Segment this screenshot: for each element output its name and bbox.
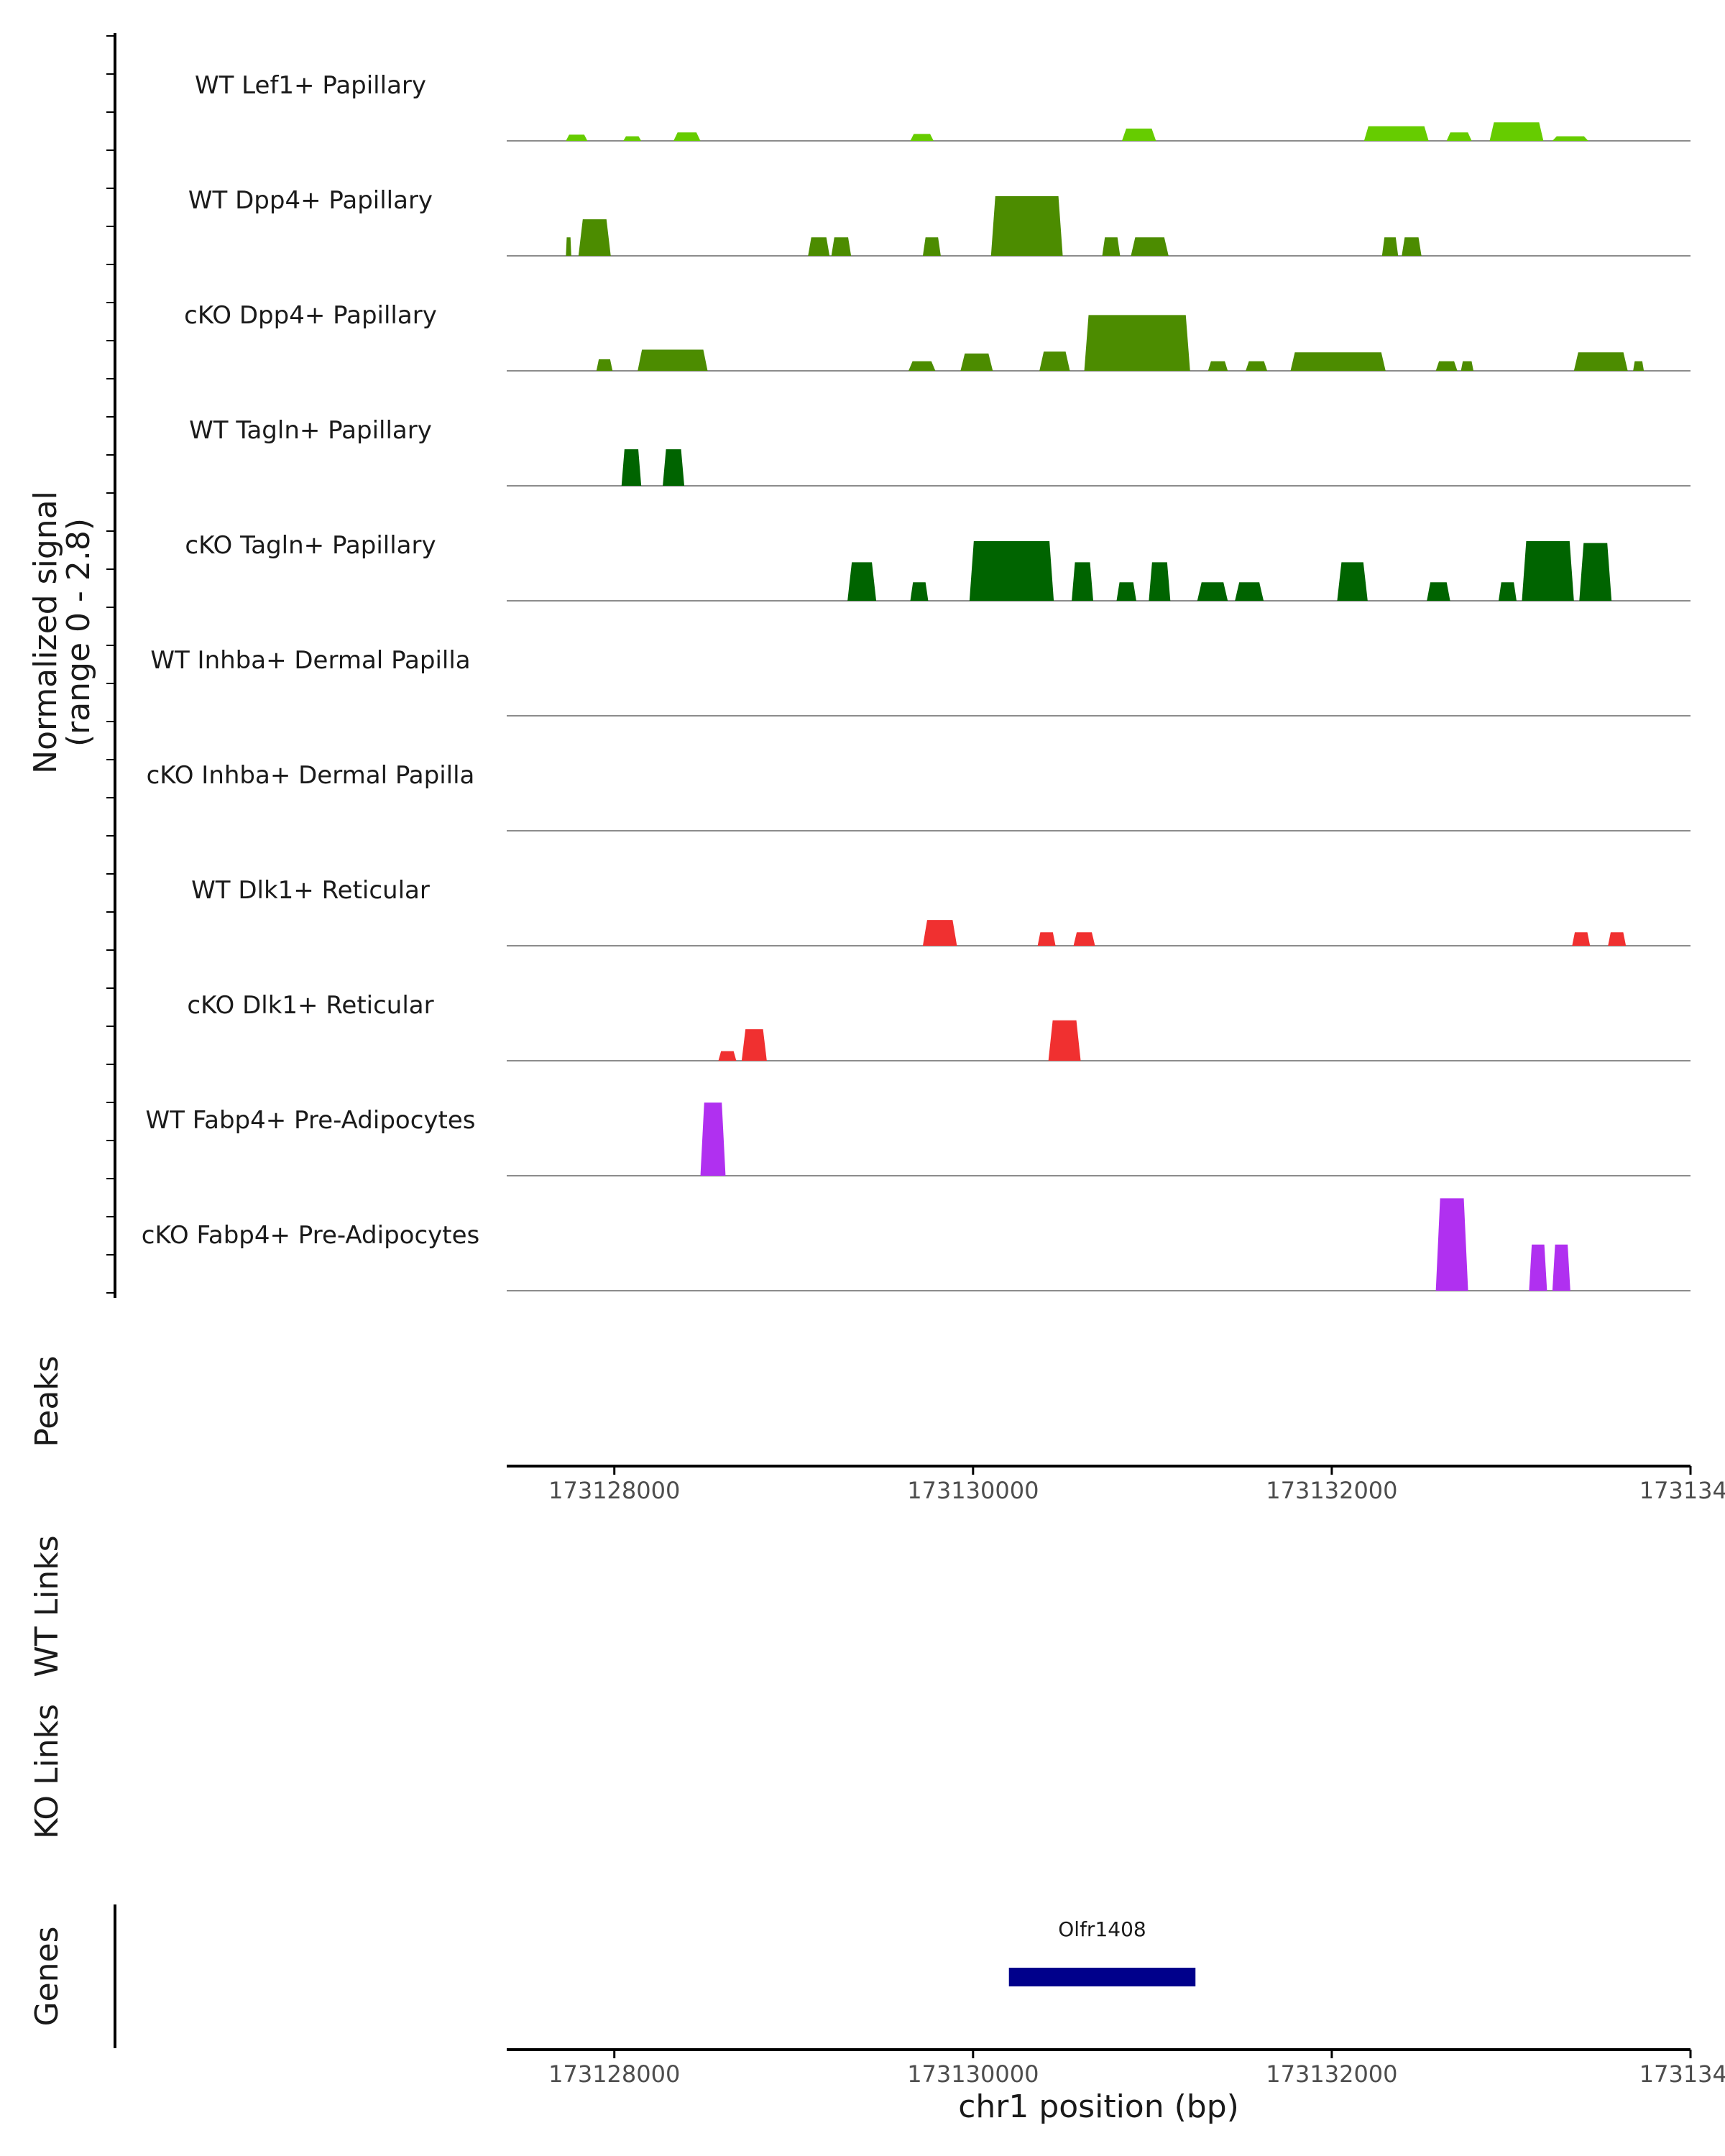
signal-peak	[663, 449, 685, 486]
signal-peak	[1573, 352, 1628, 371]
signal-peak	[1197, 582, 1228, 601]
x-tick-label: 1731340	[1639, 1477, 1725, 1504]
signal-peak	[621, 449, 642, 486]
signal-peak	[1608, 932, 1627, 946]
track-label: cKO Dpp4+ Papillary	[184, 301, 437, 330]
signal-peak	[741, 1029, 767, 1061]
track-label: WT Dpp4+ Papillary	[188, 186, 433, 215]
track-label: cKO Tagln+ Papillary	[185, 531, 436, 560]
signal-peak	[1337, 562, 1368, 601]
signal-peak	[1084, 315, 1190, 371]
panel-label: Peaks	[29, 1355, 65, 1447]
signal-peak	[1579, 543, 1612, 601]
signal-peak	[673, 132, 701, 141]
track-label: WT Dlk1+ Reticular	[191, 876, 430, 905]
signal-peak	[1489, 122, 1544, 141]
signal-peak	[1633, 361, 1644, 371]
signal-peak	[1131, 237, 1169, 256]
signal-peak	[910, 134, 934, 141]
signal-peak	[1116, 582, 1136, 601]
panel-label: WT Links	[29, 1535, 65, 1677]
signal-peak	[969, 540, 1054, 601]
track-label: WT Lef1+ Papillary	[195, 71, 426, 100]
gene-label: Olfr1408	[1058, 1917, 1146, 1941]
signal-peak	[908, 361, 936, 371]
signal-peak	[638, 349, 708, 371]
signal-peak	[1572, 932, 1591, 946]
signal-peak	[1435, 361, 1458, 371]
track-label: WT Tagln+ Papillary	[189, 416, 432, 445]
x-axis-title: chr1 position (bp)	[958, 2088, 1239, 2125]
signal-peak	[566, 237, 571, 256]
signal-peak	[566, 134, 588, 141]
signal-peak	[1460, 361, 1474, 371]
signal-peak	[578, 219, 611, 256]
track-label: cKO Dlk1+ Reticular	[187, 991, 433, 1020]
signal-peak	[700, 1102, 726, 1176]
signal-peak	[623, 136, 642, 141]
signal-peak	[1235, 582, 1264, 601]
signal-peak	[596, 359, 613, 371]
signal-peak	[1522, 540, 1574, 601]
signal-peak	[1529, 1244, 1547, 1291]
signal-peak	[960, 353, 993, 371]
x-tick-label: 1731340	[1639, 2060, 1725, 2088]
signal-peak	[1208, 361, 1228, 371]
signal-peak	[831, 237, 852, 256]
signal-peak	[910, 582, 929, 601]
x-tick-label: 173130000	[907, 2060, 1039, 2088]
signal-peak	[1498, 582, 1517, 601]
signal-peak	[1121, 128, 1156, 141]
track-label: WT Inhba+ Dermal Papilla	[150, 646, 470, 675]
x-tick-label: 173130000	[907, 1477, 1039, 1504]
signal-peak	[1073, 932, 1095, 946]
signal-axis-range: (range 0 - 2.8)	[60, 518, 97, 747]
signal-peak	[1427, 582, 1450, 601]
signal-peak	[922, 920, 957, 946]
signal-peak	[1048, 1020, 1081, 1061]
signal-peak	[718, 1051, 737, 1061]
signal-peak	[922, 237, 941, 256]
track-label: cKO Fabp4+ Pre-Adipocytes	[142, 1221, 480, 1250]
signal-peak	[990, 195, 1063, 256]
track-label: WT Fabp4+ Pre-Adipocytes	[146, 1106, 476, 1135]
signal-peak	[1435, 1198, 1468, 1291]
signal-peak	[1363, 126, 1429, 141]
x-tick-label: 173128000	[548, 1477, 680, 1504]
signal-peak	[1381, 237, 1399, 256]
panel-label: KO Links	[29, 1704, 65, 1839]
signal-peak	[1290, 352, 1386, 371]
gene-body	[1008, 1968, 1196, 1986]
signal-peak	[1552, 136, 1588, 141]
signal-peak	[808, 237, 830, 256]
x-tick-label: 173132000	[1266, 2060, 1397, 2088]
signal-peak	[1149, 562, 1171, 601]
signal-peak	[1246, 361, 1268, 371]
signal-peak	[1446, 132, 1472, 141]
x-tick-label: 173128000	[548, 2060, 680, 2088]
signal-peak	[1552, 1244, 1570, 1291]
signal-peak	[1039, 351, 1070, 371]
track-label: cKO Inhba+ Dermal Papilla	[147, 761, 475, 790]
signal-peak	[1037, 932, 1056, 946]
panel-label: Genes	[29, 1926, 65, 2026]
signal-peak	[1072, 562, 1094, 601]
x-tick-label: 173132000	[1266, 1477, 1397, 1504]
signal-peak	[1102, 237, 1121, 256]
signal-axis-title: Normalized signal	[27, 491, 64, 774]
signal-peak	[847, 562, 877, 601]
signal-peak	[1402, 237, 1422, 256]
